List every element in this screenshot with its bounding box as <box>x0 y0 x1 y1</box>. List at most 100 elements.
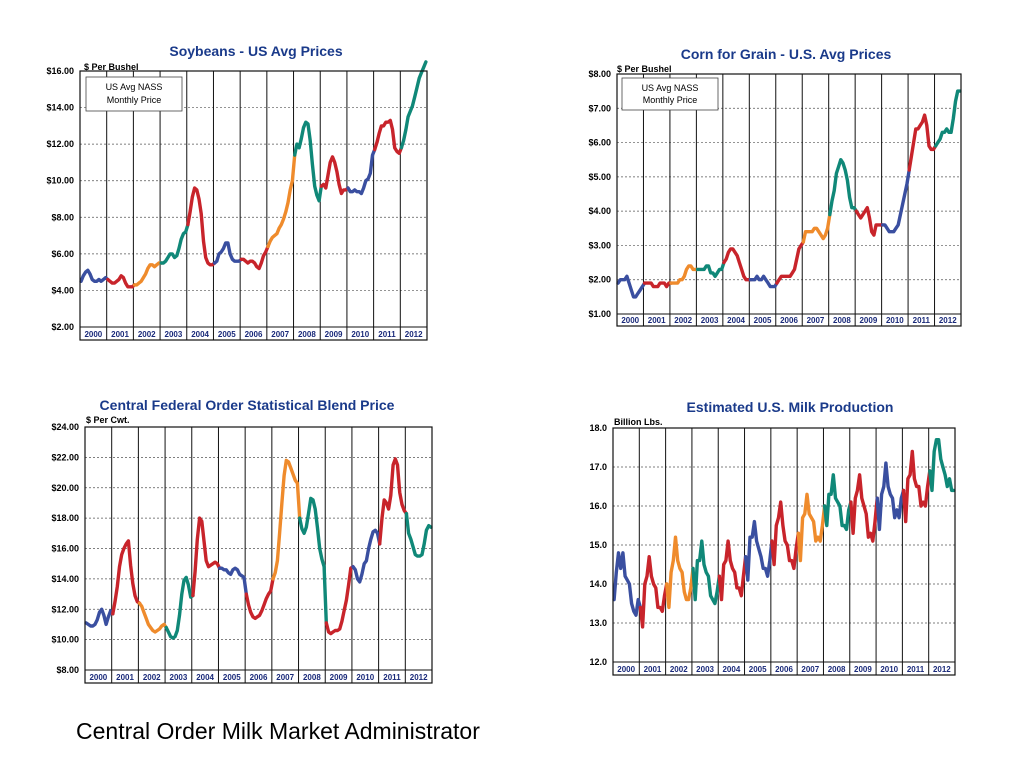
series-line-2009 <box>854 206 885 237</box>
series-line-2006 <box>775 240 805 285</box>
x-tick-label: 2009 <box>859 316 877 325</box>
x-tick-label: 2006 <box>780 316 798 325</box>
chart-title: Central Federal Order Statistical Blend … <box>100 397 395 413</box>
x-tick-label: 2008 <box>303 673 321 682</box>
x-tick-label: 2012 <box>939 316 957 325</box>
soybeans-chart-panel: Soybeans - US Avg Prices $ Per Bushel $2… <box>0 30 512 360</box>
y-tick-label: $8.00 <box>56 665 79 675</box>
y-tick-label: $12.00 <box>51 604 79 614</box>
x-tick-label: 2005 <box>749 665 767 674</box>
x-tick-label: 2010 <box>880 665 898 674</box>
series-line-2006 <box>239 244 270 271</box>
series-line-2004 <box>722 247 753 282</box>
x-tick-label: 2007 <box>276 673 294 682</box>
x-tick-label: 2007 <box>271 330 289 339</box>
series-line-2004 <box>191 516 222 598</box>
series-line-2000 <box>79 268 110 283</box>
x-tick-label: 2008 <box>833 316 851 325</box>
y-tick-label: $16.00 <box>51 544 79 554</box>
y-tick-label: $20.00 <box>51 483 79 493</box>
y-tick-label: $24.00 <box>51 422 79 432</box>
x-tick-label: 2009 <box>330 673 348 682</box>
y-tick-label: $14.00 <box>51 574 79 584</box>
x-tick-label: 2012 <box>933 665 951 674</box>
legend-line-1: US Avg NASS <box>642 83 699 93</box>
x-tick-label: 2007 <box>807 316 825 325</box>
x-tick-label: 2004 <box>722 665 740 674</box>
series-line-2012 <box>399 60 428 150</box>
x-tick-label: 2002 <box>138 330 156 339</box>
y-tick-label: 14.0 <box>589 579 607 589</box>
x-tick-label: 2011 <box>913 316 931 325</box>
y-tick-label: $10.00 <box>51 635 79 645</box>
legend-frame <box>621 77 719 111</box>
x-tick-label: 2006 <box>250 673 268 682</box>
chart-title: Corn for Grain - U.S. Avg Prices <box>681 46 892 62</box>
corn-chart: Corn for Grain - U.S. Avg Prices $ Per B… <box>588 46 962 327</box>
plot-background <box>85 427 432 683</box>
x-tick-label: 2005 <box>223 673 241 682</box>
series-line-2007 <box>801 212 832 244</box>
x-tick-label: 2002 <box>670 665 688 674</box>
series-line-2005 <box>743 519 774 582</box>
x-tick-label: 2003 <box>701 316 719 325</box>
y-tick-label: $10.00 <box>46 176 74 186</box>
plot-area: $2.00 $4.00 $6.00 $8.00 $10.00 $12.00 $14.00 $1… <box>46 60 428 341</box>
x-tick-label: 2006 <box>775 665 793 674</box>
series-line-2009 <box>324 565 355 636</box>
plot-frame <box>616 73 962 327</box>
x-tick-label: 2004 <box>196 673 214 682</box>
series-line-2010 <box>881 168 911 234</box>
series-line-2001 <box>642 281 673 289</box>
y-tick-label: $16.00 <box>46 66 74 76</box>
y-tick-label: 17.0 <box>589 462 607 472</box>
series-line-2007 <box>796 492 827 563</box>
x-tick-label: 2009 <box>854 665 872 674</box>
series-line-2003 <box>695 260 726 278</box>
series-line-2003 <box>164 575 195 640</box>
series-line-2004 <box>186 186 217 267</box>
series-line-2002 <box>669 264 700 285</box>
legend-box: US Avg NASS Monthly Price <box>85 76 183 112</box>
x-tick-label: 2011 <box>378 330 396 339</box>
series-line-2006 <box>770 500 800 571</box>
x-tick-label: 2012 <box>410 673 428 682</box>
y-tick-label: 15.0 <box>589 540 607 550</box>
x-tick-label: 2011 <box>907 665 925 674</box>
y-tick-label: $2.00 <box>51 322 74 332</box>
y-tick-label: $18.00 <box>51 513 79 523</box>
x-tick-label: 2002 <box>674 316 692 325</box>
series-line-2000 <box>612 551 643 617</box>
series-line-2006 <box>244 577 275 621</box>
y-tick-label: $2.00 <box>588 275 611 285</box>
y-tick-label: $6.00 <box>51 249 74 259</box>
x-tick-label: 2010 <box>351 330 369 339</box>
x-tick-label: 2001 <box>116 673 134 682</box>
x-tick-label: 2001 <box>644 665 662 674</box>
y-tick-label: $14.00 <box>46 103 74 113</box>
legend-line-2: Monthly Price <box>643 95 698 105</box>
series-line-2005 <box>212 241 243 265</box>
plot-area: $8.00 $10.00 $12.00 $14.00 $16.00 $18.00 $20.0… <box>51 422 433 684</box>
y-axis-unit: $ Per Bushel <box>617 64 672 74</box>
series-line-2012 <box>933 89 962 148</box>
series-line-2003 <box>691 539 721 606</box>
y-tick-label: 12.0 <box>589 657 607 667</box>
y-tick-label: $1.00 <box>588 309 611 319</box>
series-line-2002 <box>137 601 168 634</box>
x-tick-label: 2009 <box>325 330 343 339</box>
x-tick-label: 2011 <box>383 673 401 682</box>
x-tick-label: 2004 <box>727 316 745 325</box>
series-line-2010 <box>875 461 906 532</box>
x-tick-label: 2002 <box>143 673 161 682</box>
soybeans-chart: Soybeans - US Avg Prices $ Per Bushel $2… <box>46 43 428 341</box>
plot-background <box>80 71 427 340</box>
corn-chart-panel: Corn for Grain - U.S. Avg Prices $ Per B… <box>512 30 1024 340</box>
x-tick-label: 2003 <box>165 330 183 339</box>
x-tick-label: 2006 <box>245 330 263 339</box>
y-tick-label: 13.0 <box>589 618 607 628</box>
y-axis-unit: $ Per Cwt. <box>86 415 130 425</box>
legend-box: US Avg NASS Monthly Price <box>621 77 719 111</box>
series-line-2001 <box>106 274 137 289</box>
series-line-2008 <box>298 496 328 625</box>
